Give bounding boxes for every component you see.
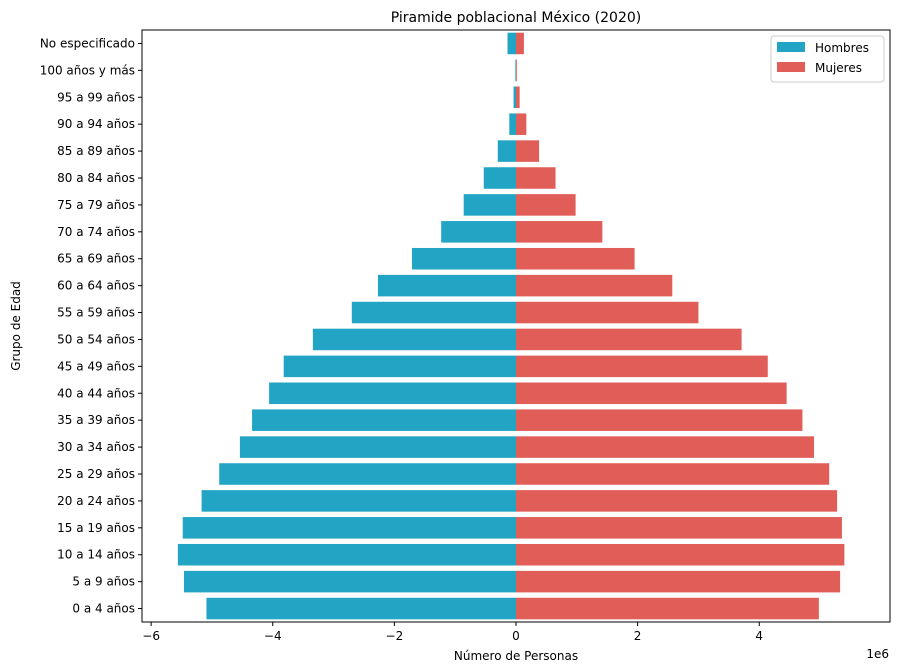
bar-mujeres <box>516 113 527 135</box>
legend: Hombres Mujeres <box>770 35 885 83</box>
y-tick-label: 5 a 9 años <box>72 575 135 589</box>
x-tick-label: 2 <box>634 629 642 643</box>
bar-hombres <box>183 570 516 593</box>
bar-hombres <box>201 490 516 512</box>
plot-frame <box>141 29 891 623</box>
legend-swatch-mujeres <box>777 62 805 72</box>
bar-hombres <box>483 167 516 189</box>
bar-hombres <box>252 409 517 431</box>
y-axis-ticks: No especificado 100 años y más 95 a 99 año… <box>40 36 142 616</box>
bar-hombres <box>507 32 516 55</box>
bar-mujeres <box>516 543 845 566</box>
y-tick-label: 60 a 64 años <box>57 279 135 293</box>
bar-mujeres <box>516 490 838 512</box>
bar-hombres <box>463 194 516 216</box>
bar-hombres <box>219 463 516 485</box>
y-tick-label: 65 a 69 años <box>57 252 135 266</box>
y-tick-label: 35 a 39 años <box>57 413 135 427</box>
bar-hombres <box>283 355 516 378</box>
y-tick-label: 85 a 89 años <box>57 144 135 158</box>
y-tick-label: 80 a 84 años <box>57 171 135 185</box>
bar-mujeres <box>516 86 520 109</box>
bar-mujeres <box>516 570 841 593</box>
bar-hombres <box>269 382 516 405</box>
y-tick-label: 20 a 24 años <box>57 494 135 508</box>
y-tick-label: 40 a 44 años <box>57 386 135 400</box>
bar-hombres <box>239 436 516 458</box>
bar-hombres <box>497 140 516 162</box>
x-tick-label: 4 <box>755 629 763 643</box>
bar-hombres <box>441 221 516 243</box>
y-tick-label: 25 a 29 años <box>57 467 135 481</box>
legend-swatch-hombres <box>777 42 805 52</box>
x-tick-label: 0 <box>512 629 520 643</box>
bar-mujeres <box>516 517 842 539</box>
bar-hombres <box>513 86 516 109</box>
y-tick-label: 90 a 94 años <box>57 117 135 131</box>
y-tick-label: 70 a 74 años <box>57 225 135 239</box>
legend-label-hombres: Hombres <box>815 41 869 55</box>
y-tick-label: 45 a 49 años <box>57 359 135 373</box>
y-tick-label: 15 a 19 años <box>57 521 135 535</box>
y-tick-label: 75 a 79 años <box>57 198 135 212</box>
bar-mujeres <box>516 463 830 485</box>
bar-hombres <box>182 517 516 539</box>
y-tick-label: 55 a 59 años <box>57 306 135 320</box>
y-tick-label: 100 años y más <box>40 63 135 77</box>
y-tick-label: 0 a 4 años <box>72 602 135 616</box>
x-axis-offset-label: 1e6 <box>866 647 889 661</box>
y-tick-label: 50 a 54 años <box>57 332 135 346</box>
bar-mujeres <box>516 59 517 82</box>
bars-group <box>177 32 845 620</box>
legend-label-mujeres: Mujeres <box>815 61 862 75</box>
bar-mujeres <box>516 140 540 162</box>
bar-mujeres <box>516 597 819 620</box>
bar-mujeres <box>516 194 576 216</box>
bar-mujeres <box>516 301 699 324</box>
bar-mujeres <box>516 382 787 405</box>
bar-mujeres <box>516 355 768 378</box>
bar-hombres <box>177 543 516 566</box>
x-tick-label: −2 <box>386 629 404 643</box>
bar-hombres <box>412 247 516 270</box>
y-tick-label: 30 a 34 años <box>57 440 135 454</box>
y-tick-label: 95 a 99 años <box>57 90 135 104</box>
bar-mujeres <box>516 328 742 351</box>
y-axis-label: Grupo de Edad <box>9 281 23 371</box>
x-tick-label: −4 <box>264 629 282 643</box>
x-axis-ticks: −6 −4 −2 0 2 4 <box>142 622 763 643</box>
bar-mujeres <box>516 32 524 55</box>
y-tick-label: No especificado <box>40 36 135 50</box>
bar-hombres <box>312 328 516 351</box>
bar-mujeres <box>516 274 673 297</box>
bar-hombres <box>509 113 516 135</box>
bar-hombres <box>206 597 516 620</box>
bar-hombres <box>351 301 516 324</box>
bar-mujeres <box>516 436 814 458</box>
bar-hombres <box>377 274 516 297</box>
bar-mujeres <box>516 167 556 189</box>
chart-title: Piramide poblacional México (2020) <box>391 10 641 26</box>
bar-mujeres <box>516 221 603 243</box>
bar-hombres <box>515 59 517 82</box>
x-axis-label: Número de Personas <box>454 649 578 663</box>
y-tick-label: 10 a 14 años <box>57 548 135 562</box>
bar-mujeres <box>516 409 803 431</box>
bar-mujeres <box>516 247 635 270</box>
x-tick-label: −6 <box>142 629 160 643</box>
